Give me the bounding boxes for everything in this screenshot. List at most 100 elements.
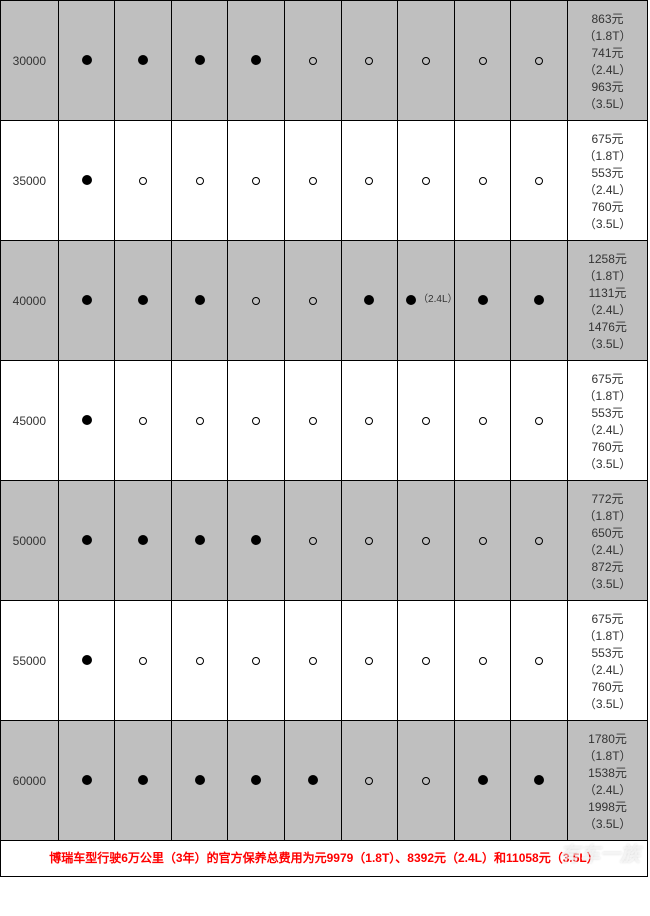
dot-cell [228, 121, 285, 241]
price-line: 553元 [570, 644, 645, 661]
dot-cell [58, 481, 115, 601]
dot-cell [398, 121, 455, 241]
dot-empty-icon [139, 177, 147, 185]
dot-empty-icon [196, 417, 204, 425]
dot-empty-icon [252, 417, 260, 425]
dot-empty-icon [422, 57, 430, 65]
dot-cell [171, 1, 228, 121]
dot-filled-icon [82, 775, 92, 785]
price-line: （2.4L） [570, 181, 645, 198]
table-row: 60000 1780元（1.8T）1538元（2.4L）1998元（3.5L） [1, 721, 648, 841]
dot-cell [511, 481, 568, 601]
dot-empty-icon [309, 57, 317, 65]
dot-empty-icon [139, 657, 147, 665]
dot-cell [285, 361, 342, 481]
dot-cell [58, 121, 115, 241]
price-line: 675元 [570, 610, 645, 627]
footer-row: 博瑞车型行驶6万公里（3年）的官方保养总费用为元9979（1.8T）、8392元… [1, 841, 648, 877]
table-row: 40000（2.4L）1258元（1.8T）1131元（2.4L）1476元（3… [1, 241, 648, 361]
dot-cell [398, 361, 455, 481]
dot-empty-icon [479, 177, 487, 185]
dot-cell [58, 361, 115, 481]
price-line: （3.5L） [570, 455, 645, 472]
price-line: （1.8T） [570, 387, 645, 404]
dot-filled-icon [406, 295, 416, 305]
dot-empty-icon [196, 177, 204, 185]
footer-text: 博瑞车型行驶6万公里（3年）的官方保养总费用为元9979（1.8T）、8392元… [1, 841, 648, 877]
dot-cell [398, 1, 455, 121]
price-line: 1476元 [570, 318, 645, 335]
dot-empty-icon [535, 177, 543, 185]
dot-filled-icon [251, 775, 261, 785]
price-line: （3.5L） [570, 215, 645, 232]
dot-empty-icon [252, 657, 260, 665]
dot-empty-icon [309, 417, 317, 425]
price-line: （2.4L） [570, 661, 645, 678]
dot-cell [115, 481, 172, 601]
price-line: 760元 [570, 198, 645, 215]
price-line: 675元 [570, 370, 645, 387]
price-cell: 1780元（1.8T）1538元（2.4L）1998元（3.5L） [568, 721, 648, 841]
dot-cell [341, 241, 398, 361]
table-row: 30000863元（1.8T）741元（2.4L）963元（3.5L） [1, 1, 648, 121]
price-line: 1998元 [570, 798, 645, 815]
dot-cell [228, 481, 285, 601]
price-line: （3.5L） [570, 815, 645, 832]
dot-cell [171, 241, 228, 361]
price-line: 1780元 [570, 730, 645, 747]
dot-cell [454, 361, 511, 481]
dot-filled-icon [534, 295, 544, 305]
price-line: （3.5L） [570, 575, 645, 592]
price-line: （1.8T） [570, 267, 645, 284]
dot-cell [341, 361, 398, 481]
dot-cell [398, 601, 455, 721]
dot-filled-icon [534, 775, 544, 785]
price-line: （2.4L） [570, 301, 645, 318]
dot-cell [285, 721, 342, 841]
dot-cell [341, 721, 398, 841]
price-line: （1.8T） [570, 627, 645, 644]
table-row: 55000675元（1.8T）553元（2.4L）760元（3.5L） [1, 601, 648, 721]
dot-cell [228, 601, 285, 721]
dot-cell [58, 241, 115, 361]
price-line: 760元 [570, 678, 645, 695]
price-line: （1.8T） [570, 747, 645, 764]
dot-empty-icon [309, 297, 317, 305]
dot-cell [285, 481, 342, 601]
mileage-cell: 50000 [1, 481, 59, 601]
mileage-cell: 30000 [1, 1, 59, 121]
dot-cell [341, 481, 398, 601]
dot-empty-icon [535, 417, 543, 425]
price-line: 553元 [570, 404, 645, 421]
dot-cell [228, 1, 285, 121]
dot-label-text: （2.4L） [418, 294, 446, 306]
price-line: 553元 [570, 164, 645, 181]
dot-cell [171, 361, 228, 481]
dot-cell [511, 1, 568, 121]
price-cell: 1258元（1.8T）1131元（2.4L）1476元（3.5L） [568, 241, 648, 361]
dot-empty-icon [535, 657, 543, 665]
dot-with-label: （2.4L） [406, 294, 446, 306]
dot-cell [228, 721, 285, 841]
price-line: （3.5L） [570, 335, 645, 352]
dot-filled-icon [251, 55, 261, 65]
price-line: 760元 [570, 438, 645, 455]
dot-filled-icon [478, 775, 488, 785]
dot-cell [228, 361, 285, 481]
dot-empty-icon [309, 177, 317, 185]
dot-filled-icon [138, 295, 148, 305]
price-line: 1131元 [570, 284, 645, 301]
dot-filled-icon [82, 415, 92, 425]
dot-cell [511, 721, 568, 841]
dot-cell [511, 121, 568, 241]
dot-filled-icon [195, 295, 205, 305]
price-cell: 675元（1.8T）553元（2.4L）760元（3.5L） [568, 361, 648, 481]
dot-empty-icon [365, 537, 373, 545]
dot-empty-icon [365, 417, 373, 425]
dot-cell [171, 121, 228, 241]
price-line: 863元 [570, 10, 645, 27]
dot-filled-icon [82, 175, 92, 185]
dot-empty-icon [196, 657, 204, 665]
dot-empty-icon [309, 537, 317, 545]
mileage-cell: 60000 [1, 721, 59, 841]
